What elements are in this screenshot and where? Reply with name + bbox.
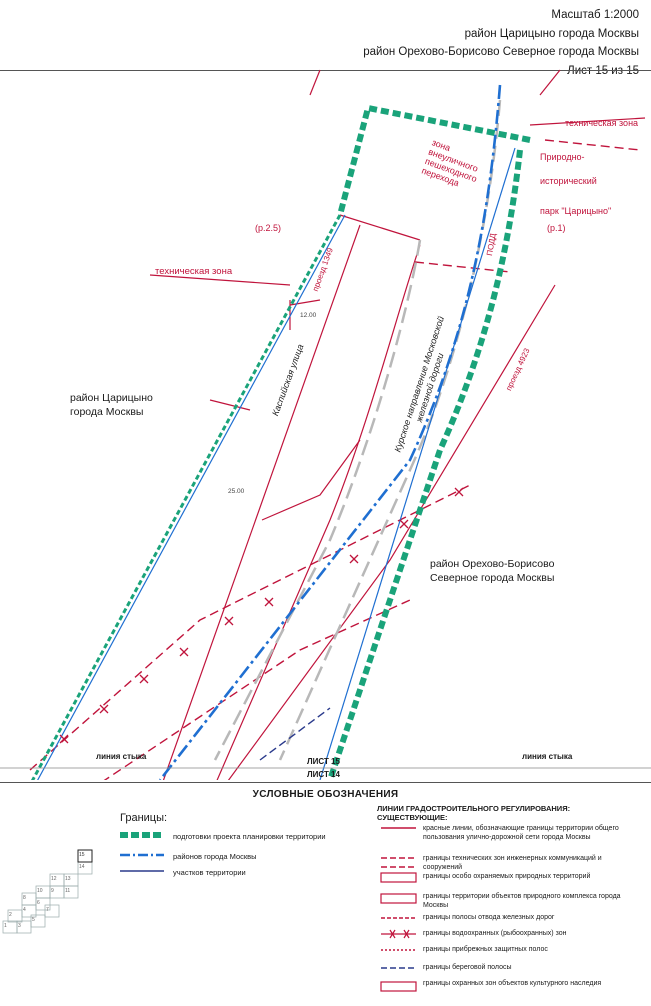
junction-label-left: линия стыка	[96, 752, 147, 761]
red-line-right	[227, 284, 556, 780]
borders-title: Границы:	[120, 812, 168, 824]
legend-coastal-strips: границы прибрежных защитных полос	[423, 946, 548, 953]
legend-tech-zones: границы технических зон инженерных комму…	[423, 855, 602, 871]
planning-border-left	[31, 214, 342, 780]
red-line-road-west	[162, 224, 361, 780]
district-right-label-1: район Орехово-Борисово	[430, 558, 555, 570]
index-cell-2: 2	[9, 912, 12, 918]
legend-existing-title: СУЩЕСТВУЮЩИЕ:	[377, 813, 448, 822]
district-right-label-2: Северное города Москвы	[430, 572, 555, 584]
dashed-tech-zone-4	[544, 139, 641, 151]
red-line-tick-1	[209, 399, 251, 411]
legend-regulation-title: ЛИНИИ ГРАДОСТРОИТЕЛЬНОГО РЕГУЛИРОВАНИЯ:	[377, 804, 571, 813]
legend-natural-complex: границы территории объектов природного к…	[423, 893, 621, 909]
dashed-tech-zone-1	[29, 484, 471, 771]
legend-regulation-header: ЛИНИИ ГРАДОСТРОИТЕЛЬНОГО РЕГУЛИРОВАНИЯ: …	[377, 804, 570, 822]
planning-border-top	[337, 104, 531, 216]
index-cell-15: 15	[79, 852, 85, 858]
legend-water-zones: границы водоохранных (рыбоохранных) зон	[423, 930, 567, 937]
index-cell-6: 6	[37, 900, 40, 906]
legend-railway-strip: границы полосы отвода железных дорог	[423, 914, 555, 921]
index-cell-8: 8	[23, 895, 26, 901]
index-cell-3: 3	[18, 923, 21, 929]
legend-district-border: районов города Москвы	[173, 852, 257, 861]
legend-red-lines: красные линии, обозначающие границы терр…	[423, 825, 619, 841]
index-cell-7: 7	[46, 907, 49, 913]
sheet-index-map	[2, 849, 93, 934]
red-line-top	[339, 214, 421, 241]
scale-label: Масштаб 1:2000	[551, 9, 639, 21]
red-line-connector	[261, 439, 361, 521]
red-line-tech-zone	[149, 274, 291, 286]
legend-title: УСЛОВНЫЕ ОБОЗНАЧЕНИЯ	[252, 789, 399, 800]
index-cell-13: 13	[65, 876, 71, 882]
p1-label: (р.1)	[547, 223, 566, 233]
index-cell-4: 4	[23, 907, 26, 913]
legend-borders: Границы:	[120, 812, 167, 834]
district-title-1: район Царицыно города Москвы	[464, 27, 639, 40]
legend-protected-areas: границы особо охраняемых природных терри…	[423, 873, 591, 880]
index-cell-1: 1	[4, 923, 7, 929]
index-cell-14: 14	[79, 864, 85, 870]
index-cell-11: 11	[65, 888, 71, 894]
park-label-3: парк "Царицыно"	[540, 206, 612, 216]
legend-left-symbols	[120, 832, 164, 872]
legend-plot-border: участков территории	[173, 868, 246, 877]
map-top-border	[0, 70, 651, 71]
index-cell-12: 12	[51, 876, 57, 882]
legend-planning-border: подготовки проекта планировки территории	[173, 832, 326, 841]
red-line-tick-2	[289, 299, 321, 306]
sheet-14-label: ЛИСТ 14	[307, 770, 340, 779]
park-label-1: Природно-	[540, 152, 585, 162]
index-cell-9: 9	[51, 888, 54, 894]
tech-zone-label-top: техническая зона	[565, 118, 639, 128]
district-border	[158, 84, 502, 780]
tech-zone-label-left: техническая зона	[155, 266, 233, 277]
p25-label: (р.2.5)	[255, 223, 282, 233]
dimension-label-2: 12.00	[300, 312, 317, 319]
map-bottom-border	[0, 782, 651, 783]
legend-right-symbols	[380, 827, 417, 992]
map-canvas	[0, 69, 651, 780]
district-left-label-1: район Царицыно	[70, 392, 153, 404]
district-title-2: район Орехово-Борисово Северное города М…	[363, 46, 639, 58]
planning-border-right	[327, 149, 523, 780]
junction-label-right: линия стыка	[522, 752, 573, 761]
park-label-2: исторический	[540, 176, 597, 186]
dimension-label-1: 25.00	[228, 488, 245, 495]
index-cell-10: 10	[37, 888, 43, 894]
sheet-15-label: ЛИСТ 15	[307, 757, 340, 766]
legend-shore-strip: границы береговой полосы	[423, 964, 512, 971]
dashed-tech-zone-2	[103, 599, 411, 780]
red-line-road-east	[216, 244, 421, 780]
dashed-tech-zone-3	[414, 261, 511, 273]
index-cell-5: 5	[32, 917, 35, 923]
district-left-label-2: города Москвы	[70, 406, 144, 418]
legend-heritage-zones: границы охранных зон объектов культурног…	[423, 980, 602, 987]
